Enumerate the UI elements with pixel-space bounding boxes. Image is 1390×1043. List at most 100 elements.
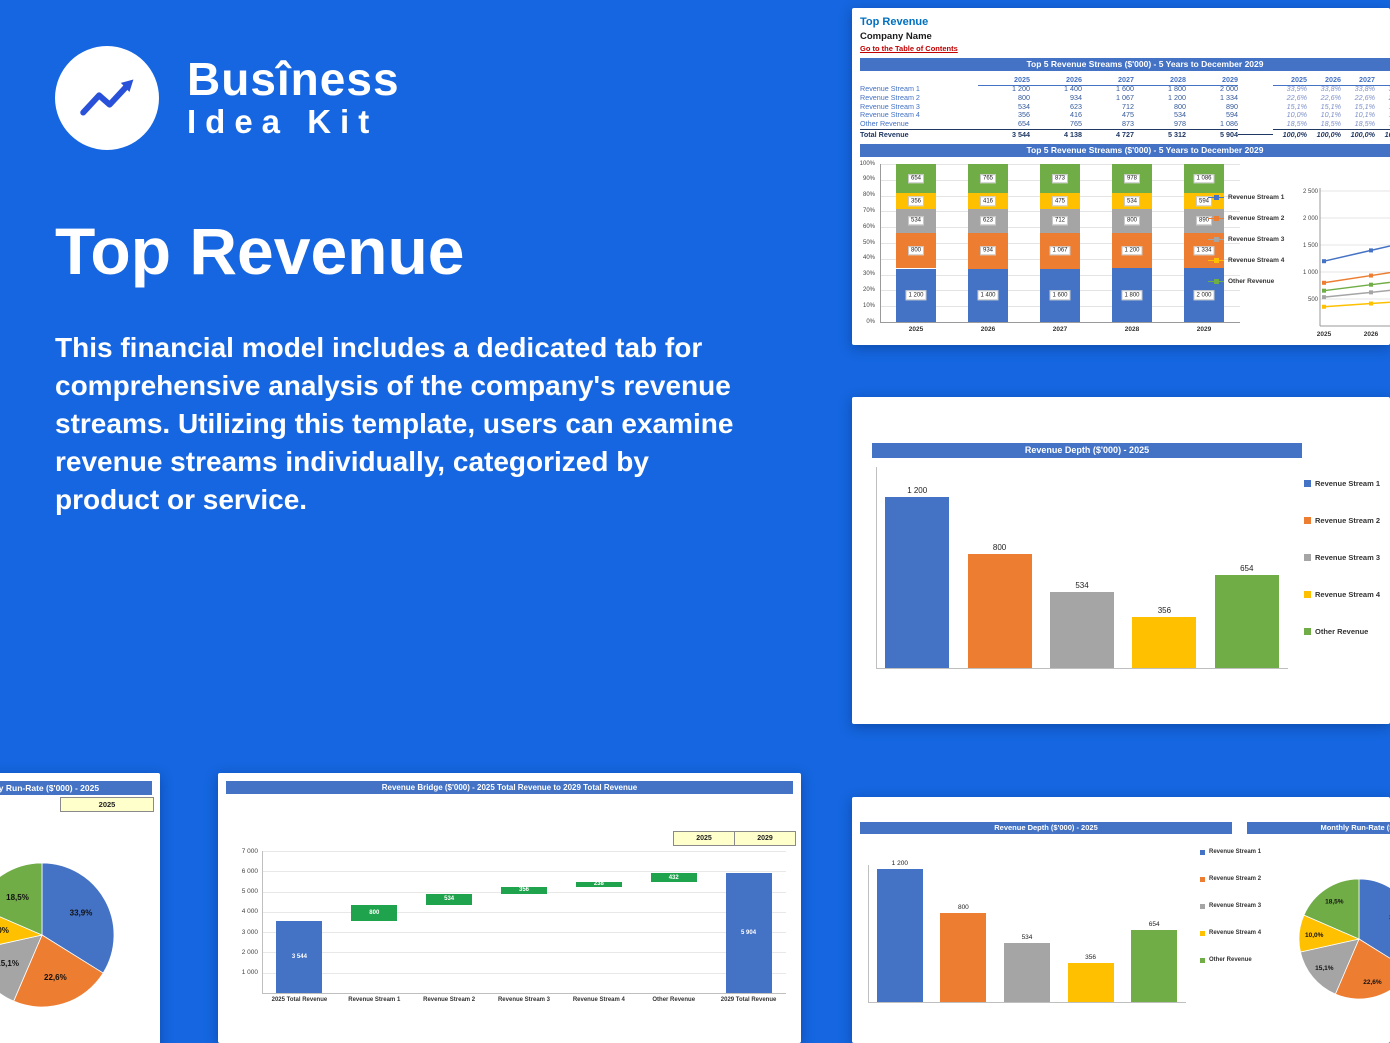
total-value: 4 138 (1030, 128, 1082, 139)
year-header: 2027 (1341, 74, 1375, 86)
value-cell: 623 (1070, 101, 1082, 111)
segment-data-label: 1 200 (1121, 245, 1143, 256)
segment-data-label: 534 (907, 216, 925, 226)
y-axis-label: 3 000 (241, 928, 258, 936)
depth-small-header: Revenue Depth ($'000) - 2025 (860, 822, 1232, 834)
stacked-segment: 765 (968, 164, 1008, 194)
legend-label: Revenue Stream 4 (1228, 257, 1285, 264)
bar-value-label: 5 904 (741, 930, 757, 937)
legend-label: Revenue Stream 3 (1228, 236, 1285, 243)
stacked-segment: 416 (968, 193, 1008, 210)
value-cell: 1 086 (1220, 119, 1238, 129)
runrate-pie-chart: 33,9% 22,6% 15,1% 10,0% 18,5% (0, 862, 115, 1008)
year-selector-end[interactable]: 2029 (734, 831, 796, 846)
segment-data-label: 416 (979, 196, 997, 206)
table-of-contents-link[interactable]: Go to the Table of Contents (860, 44, 958, 53)
y-axis-line (868, 865, 869, 1002)
segment-data-label: 1 067 (1049, 245, 1071, 256)
page-title: Top Revenue (55, 214, 465, 288)
bar-value-label: 800 (957, 904, 969, 912)
panel-top-revenue-sheet: Top Revenue Company Name Go to the Table… (852, 8, 1390, 345)
legend-label: Other Revenue (1209, 957, 1252, 963)
pct-cell: 33,9% (1375, 84, 1390, 94)
legend-marker (1200, 957, 1205, 963)
segment-data-label: 1 086 (1193, 173, 1215, 184)
legend-item: Revenue Stream 4 (1200, 930, 1261, 936)
bridge-waterfall-chart: 7 000 6 000 5 000 4 000 3 000 2 000 1 000 3 544… (242, 848, 792, 1026)
waterfall-bar: 356 (501, 886, 547, 895)
x-axis-line (876, 668, 1288, 669)
waterfall-bar: 238 (575, 881, 622, 888)
y-axis-label: 50% (862, 239, 875, 246)
panel-revenue-bridge: Revenue Bridge ($'000) - 2025 Total Reve… (218, 773, 801, 1043)
legend-label: Revenue Stream 1 (1209, 849, 1262, 855)
bar-value-label: 238 (593, 881, 604, 888)
svg-text:500: 500 (1308, 297, 1319, 303)
table-row: Revenue Stream 1 1 200 1 400 1 600 1 800 2 00… (860, 84, 1390, 94)
row-label: Revenue Stream 1 (860, 84, 920, 93)
x-axis-label: Revenue Stream 1 (348, 997, 401, 1003)
x-axis-label: 2029 Total Revenue (720, 997, 777, 1003)
bar (885, 497, 950, 668)
segment-data-label: 1 200 (905, 290, 927, 300)
legend-item: Revenue Stream 1 (1208, 194, 1284, 201)
bar (1214, 574, 1279, 668)
stacked-segment: 978 (1112, 164, 1152, 194)
pct-cell: 15,1% (1320, 101, 1341, 111)
svg-text:33,9%: 33,9% (70, 909, 93, 918)
pct-cell: 18,5% (1320, 119, 1341, 129)
depth-chart-header: Revenue Depth ($'000) - 2025 (872, 443, 1302, 458)
pct-cell: 33,9% (1286, 84, 1307, 93)
page-description: This financial model includes a dedicate… (55, 332, 734, 515)
year-header: 2026 (1030, 74, 1082, 86)
legend-label: Revenue Stream 2 (1315, 516, 1381, 525)
bar-value-label: 534 (1075, 580, 1089, 590)
legend-label: Revenue Stream 2 (1228, 215, 1285, 222)
trend-arrow-icon (80, 79, 134, 116)
year-header: 2025 (1273, 74, 1307, 86)
legend-item: Revenue Stream 2 (1304, 516, 1380, 525)
pct-cell: 22,6% (1354, 92, 1375, 102)
x-axis-label: 2029 (1196, 326, 1212, 333)
pct-cell: 33,8% (1354, 84, 1375, 93)
value-cell: 800 (1174, 101, 1186, 111)
year-selector-start[interactable]: 2025 (673, 831, 735, 846)
x-axis-line (880, 322, 1240, 323)
x-axis-label: 2026 (980, 326, 996, 333)
svg-text:1 000: 1 000 (1303, 270, 1319, 276)
y-axis-label: 7 000 (241, 847, 258, 855)
value-cell: 1 200 (1012, 84, 1030, 93)
year-header: 2028 (1134, 74, 1186, 86)
legend-item: Revenue Stream 3 (1208, 236, 1284, 243)
legend-label: Revenue Stream 1 (1228, 194, 1285, 201)
pct-cell: 18,4% (1375, 119, 1390, 129)
y-axis-label: 5 000 (241, 888, 258, 896)
legend-marker (1304, 628, 1311, 635)
y-axis-label: 20% (862, 286, 875, 293)
pct-cell: 15,1% (1375, 102, 1390, 112)
y-axis-label: 70% (862, 207, 875, 214)
stacked-segment: 1 600 (1040, 268, 1080, 322)
pct-cell: 33,8% (1320, 84, 1341, 93)
value-cell: 534 (1174, 110, 1186, 120)
segment-data-label: 800 (1123, 216, 1141, 226)
table-row: Other Revenue 654 765 873 978 1 086 18,5% 18,5%… (860, 119, 1390, 129)
year-selector[interactable]: 2025 (60, 797, 154, 812)
row-label: Revenue Stream 3 (860, 101, 920, 111)
stacked-chart-header: Top 5 Revenue Streams ($'000) - 5 Years … (860, 144, 1390, 157)
pct-cell: 18,5% (1354, 119, 1375, 129)
bridge-header: Revenue Bridge ($'000) - 2025 Total Reve… (226, 781, 793, 794)
stacked-segment: 873 (1040, 164, 1080, 194)
company-name: Company Name (860, 31, 932, 42)
bar (876, 869, 923, 1002)
y-axis-label: 90% (862, 176, 875, 183)
stacked-segment: 534 (1112, 193, 1152, 209)
value-cell: 534 (1018, 101, 1030, 111)
stacked-segment: 1 400 (968, 268, 1008, 322)
segment-data-label: 356 (907, 196, 925, 206)
pct-cell: 18,5% (1286, 119, 1307, 129)
pct-cell: 15,1% (1286, 101, 1307, 111)
value-cell: 2 000 (1220, 84, 1238, 93)
waterfall-bar: 800 (351, 904, 398, 922)
